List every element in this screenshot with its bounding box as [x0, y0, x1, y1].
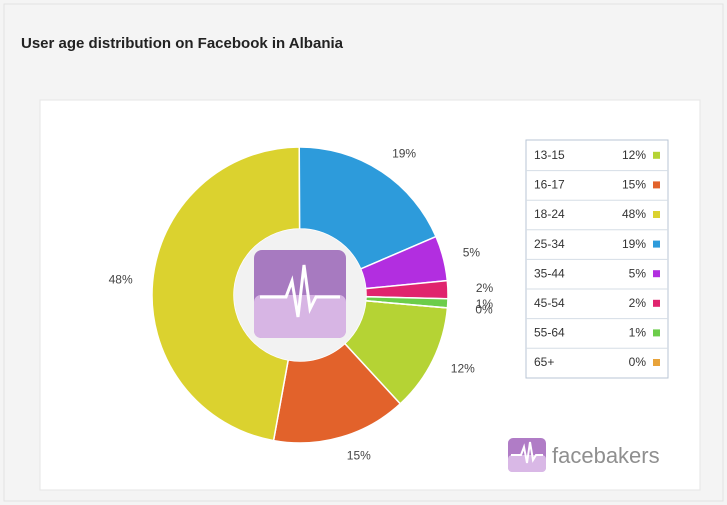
logo-icon [508, 438, 546, 472]
legend-label: 55-64 [534, 326, 565, 340]
slice-label: 2% [476, 281, 494, 295]
legend-value: 19% [622, 237, 646, 251]
donut-slice [365, 300, 448, 309]
legend-label: 35-44 [534, 266, 565, 280]
legend-swatch [653, 359, 660, 366]
slice-label: 0% [475, 303, 493, 317]
legend-value: 0% [629, 355, 647, 369]
legend-swatch [653, 151, 660, 159]
legend-value: 1% [629, 326, 647, 340]
slice-label: 5% [463, 245, 481, 259]
legend-value: 12% [622, 148, 646, 162]
logo-text: facebakers [552, 443, 660, 468]
legend-swatch [653, 240, 660, 248]
legend-label: 18-24 [534, 207, 565, 221]
legend-swatch [653, 299, 660, 307]
legend-label: 65+ [534, 355, 554, 369]
slice-label: 1% [476, 297, 494, 311]
legend-label: 25-34 [534, 237, 565, 251]
legend-value: 5% [629, 266, 647, 280]
chart-title: User age distribution on Facebook in Alb… [21, 35, 344, 52]
legend-value: 15% [622, 178, 646, 192]
icon-bottom [254, 295, 346, 338]
legend-value: 2% [629, 296, 647, 310]
slice-label: 48% [109, 273, 133, 287]
legend-label: 16-17 [534, 178, 565, 192]
legend-swatch [653, 211, 660, 218]
legend-label: 13-15 [534, 148, 565, 162]
slice-label: 19% [392, 147, 416, 161]
legend-value: 48% [622, 207, 646, 221]
slice-label: 15% [347, 449, 371, 463]
legend-label: 45-54 [534, 296, 565, 310]
slice-label: 12% [451, 361, 475, 375]
donut-slice [298, 146, 437, 270]
legend-swatch [653, 181, 660, 189]
legend-swatch [653, 270, 660, 278]
center-icon [234, 229, 366, 361]
icon-ecg [260, 264, 340, 318]
legend-swatch [653, 329, 660, 337]
